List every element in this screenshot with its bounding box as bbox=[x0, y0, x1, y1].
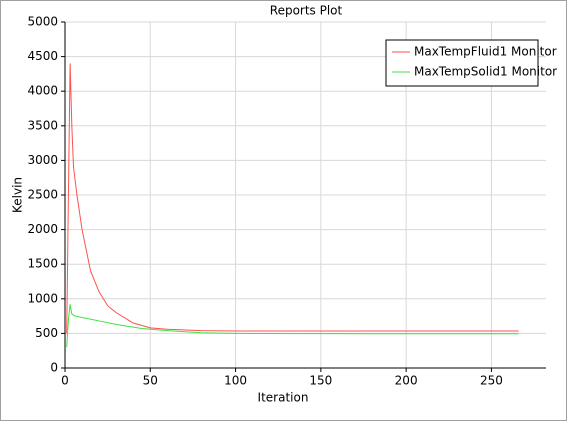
legend-label: MaxTempFluid1 Monitor bbox=[414, 45, 557, 59]
y-tick-label: 1500 bbox=[27, 257, 58, 271]
legend-box bbox=[385, 39, 539, 87]
y-tick-label: 2500 bbox=[27, 188, 58, 202]
y-tick-label: 3000 bbox=[27, 153, 58, 167]
y-axis-label: Kelvin bbox=[11, 177, 25, 213]
y-tick-label: 500 bbox=[35, 326, 58, 340]
x-axis-label: Iteration bbox=[258, 391, 309, 405]
y-tick-label: 5000 bbox=[27, 15, 58, 29]
series-line bbox=[66, 63, 519, 334]
x-tick-label: 50 bbox=[143, 374, 158, 388]
x-tick-label: 100 bbox=[224, 374, 247, 388]
x-tick-label: 0 bbox=[61, 374, 69, 388]
y-tick-label: 3500 bbox=[27, 118, 58, 132]
series-line bbox=[66, 304, 519, 348]
y-tick-label: 2000 bbox=[27, 222, 58, 236]
y-tick-label: 1000 bbox=[27, 291, 58, 305]
y-tick-label: 4500 bbox=[27, 49, 58, 63]
x-tick-label: 250 bbox=[480, 374, 503, 388]
x-tick-label: 150 bbox=[309, 374, 332, 388]
x-tick-label: 200 bbox=[395, 374, 418, 388]
chart-title: Reports Plot bbox=[270, 4, 343, 18]
legend-label: MaxTempSolid1 Monitor bbox=[414, 65, 557, 79]
y-tick-label: 4000 bbox=[27, 84, 58, 98]
y-tick-label: 0 bbox=[50, 361, 58, 375]
legend: MaxTempFluid1 Monitor MaxTempSolid1 Monit… bbox=[385, 39, 557, 87]
